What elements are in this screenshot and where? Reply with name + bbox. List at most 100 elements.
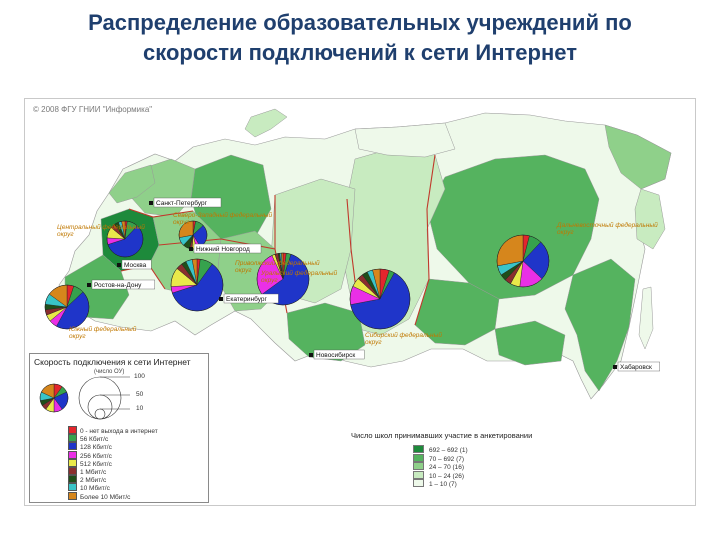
pie-7-outline: [496, 234, 550, 288]
density-legend-title: Число школ принимавших участие в анкетир…: [351, 431, 533, 440]
city-marker-4: [87, 283, 91, 287]
city-label-3: Нижний Новгород: [196, 245, 250, 253]
speed-legend-item: 56 Кбит/с: [68, 434, 108, 443]
island-novaya-zemlya: [244, 108, 288, 138]
city-marker-2: [117, 263, 121, 267]
density-legend-item: 24 – 70 (16): [413, 462, 465, 471]
map-labels-layer: Санкт-Петербург Москва Нижний Новгород Рост…: [57, 197, 660, 372]
density-label: 24 – 70 (16): [429, 464, 465, 471]
speed-legend-item: 2 Мбит/с: [68, 475, 107, 485]
city-label-7: Хабаровск: [620, 363, 652, 371]
speed-label: 256 Кбит/с: [80, 452, 112, 460]
city-marker-1: [149, 201, 153, 205]
city-label-1: Санкт-Петербург: [156, 199, 208, 207]
speed-legend-item: 512 Кбит/с: [68, 458, 112, 468]
speed-legend-item: 0 - нет выхода в интернет: [68, 426, 158, 435]
density-legend: Число школ принимавших участие в анкетир…: [347, 431, 577, 495]
speed-label: 512 Кбит/с: [80, 460, 112, 468]
density-swatch: [413, 453, 424, 462]
city-marker-6: [309, 353, 313, 357]
district-label-3: Приволжский федеральный округ: [235, 259, 320, 274]
speed-legend-item: 10 Мбит/с: [68, 483, 110, 492]
city-label-5: Екатеринбург: [226, 295, 268, 303]
speed-swatch: [68, 458, 77, 467]
map-panel: © 2008 ФГУ ГНИИ "Информика" Санкт-Петерб…: [24, 98, 696, 506]
title-line-2: скорости подключений к сети Интернет: [143, 40, 577, 65]
scale-label-10: 10: [136, 405, 144, 412]
density-swatch: [413, 479, 424, 487]
speed-label: 0 - нет выхода в интернет: [80, 428, 158, 435]
region-khabarovsk: [564, 258, 636, 392]
pie-5-outline: [256, 252, 310, 306]
scale-label-50: 50: [136, 391, 144, 398]
density-legend-item: 1 – 10 (7): [413, 479, 457, 488]
pie-chart-7: [496, 234, 550, 288]
city-marker-5: [219, 297, 223, 301]
speed-swatch: [68, 442, 77, 451]
pie-2-outline: [170, 258, 224, 312]
pie-chart-5: [256, 252, 310, 306]
pie-chart-6: [349, 268, 411, 330]
density-swatch: [413, 462, 424, 470]
legend-sample-pie: [39, 383, 69, 413]
city-label-box-1: [153, 197, 222, 208]
speed-legend-item: 128 Кбит/с: [68, 442, 112, 452]
city-marker-3: [189, 247, 193, 251]
pie-3-outline: [106, 220, 144, 258]
pie-1-outline: [44, 284, 90, 330]
speed-legend-item: Более 10 Мбит/с: [68, 491, 131, 501]
scale-circle-100: [78, 376, 122, 420]
city-label-box-5: [223, 293, 279, 304]
region-kola: [108, 164, 156, 204]
speed-swatch: [68, 475, 77, 484]
pie-chart-4: [178, 220, 208, 250]
page-title: Распределение образовательных учреждений…: [0, 8, 720, 68]
pie-charts-layer: [44, 220, 550, 330]
speed-legend: Скорость подключения к сети Интернет (чи…: [29, 353, 209, 503]
scale-label-100: 100: [134, 373, 145, 380]
speed-label: 2 Мбит/с: [80, 477, 107, 485]
density-swatch: [413, 470, 424, 479]
region-irkutsk: [414, 278, 500, 346]
speed-legend-title: Скорость подключения к сети Интернет: [34, 357, 191, 367]
speed-swatch: [68, 491, 77, 500]
density-legend-item: 70 – 692 (7): [413, 453, 465, 463]
pie-6-outline: [349, 268, 411, 330]
speed-label: 1 Мбит/с: [80, 469, 107, 476]
scale-circle-50: [87, 394, 113, 420]
city-label-box-2: [121, 259, 152, 270]
region-kamchatka: [634, 188, 666, 250]
title-line-1: Распределение образовательных учреждений…: [88, 10, 632, 35]
city-label-4: Ростов-на-Дону: [94, 282, 142, 289]
speed-label: Более 10 Мбит/с: [80, 493, 131, 501]
speed-label: 128 Кбит/с: [80, 444, 112, 452]
region-chukotka: [604, 124, 672, 190]
district-label-5: Уральский федеральный округ: [260, 269, 338, 284]
map-copyright: © 2008 ФГУ ГНИИ "Информика": [33, 105, 153, 114]
pie-chart-2: [170, 258, 224, 312]
district-label-2: Центральный федеральный округ: [57, 223, 145, 238]
city-label-box-4: [91, 279, 155, 290]
city-label-box-3: [193, 243, 262, 254]
speed-swatch: [68, 426, 77, 434]
density-label: 692 – 692 (1): [429, 447, 468, 454]
pie-chart-3: [106, 220, 144, 258]
density-label: 10 – 24 (26): [429, 472, 465, 480]
speed-swatch: [68, 450, 77, 459]
density-legend-item: 10 – 24 (26): [413, 470, 465, 480]
speed-legend-item: 256 Кбит/с: [68, 450, 112, 460]
district-label-4: Южный федеральный округ: [69, 325, 137, 340]
speed-legend-unit: (число ОУ): [94, 369, 125, 375]
pie-chart-1: [44, 284, 90, 330]
region-chita: [494, 320, 566, 366]
city-label-box-6: [313, 349, 365, 360]
district-label-1: Северо-Западный федеральный округ: [173, 211, 273, 226]
russia-map: [58, 108, 672, 400]
city-label-6: Новосибирск: [316, 351, 355, 359]
district-label-7: Дальневосточный федеральный округ: [556, 221, 658, 236]
density-label: 70 – 692 (7): [429, 455, 465, 463]
legend-pie-outline: [39, 383, 69, 413]
district-label-6: Сибирский федеральный округ: [365, 331, 442, 346]
scale-circle-10: [94, 408, 106, 420]
speed-swatch: [68, 467, 77, 475]
